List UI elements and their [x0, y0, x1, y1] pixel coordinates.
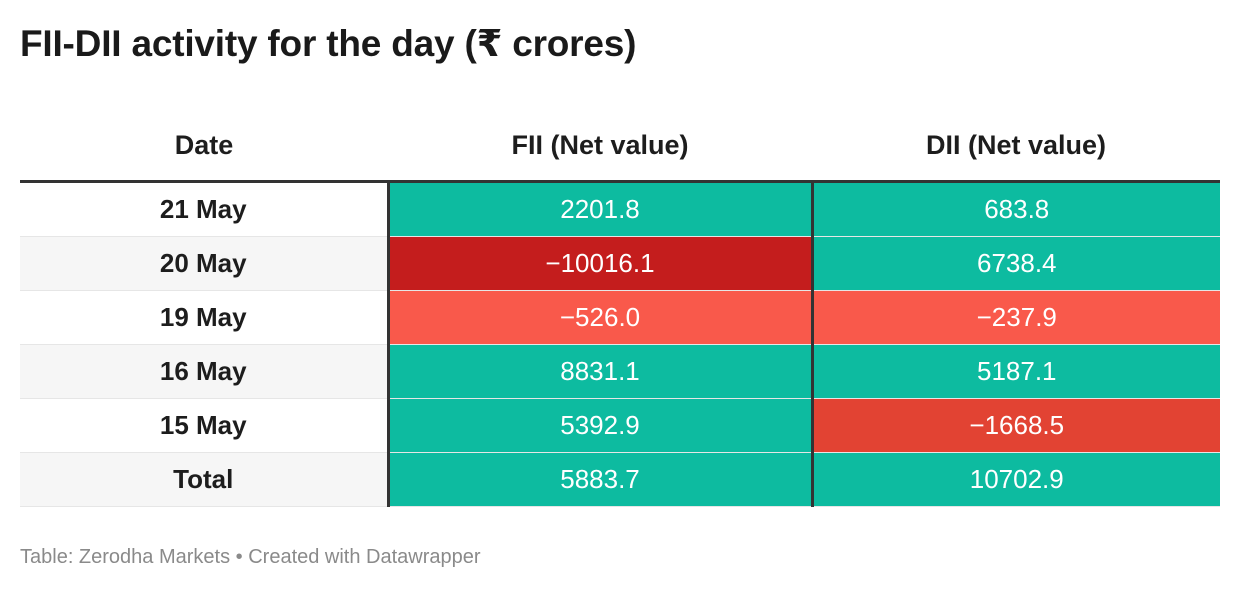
fii-value-cell: 8831.1: [388, 344, 814, 399]
date-cell: 19 May: [20, 290, 390, 345]
dii-value-cell: 10702.9: [812, 452, 1220, 507]
table-row: 20 May −10016.1 6738.4: [20, 236, 1220, 291]
date-cell: 15 May: [20, 398, 390, 453]
dii-value-cell: −1668.5: [812, 398, 1220, 453]
table-row: 16 May 8831.1 5187.1: [20, 344, 1220, 399]
dii-value-cell: −237.9: [812, 290, 1220, 345]
fii-dii-table: Date FII (Net value) DII (Net value) 21 …: [20, 110, 1220, 507]
table-body: 21 May 2201.8 683.8 20 May −10016.1 6738.4 19 …: [20, 181, 1220, 507]
table-row: 15 May 5392.9 −1668.5: [20, 398, 1220, 453]
table-row: Total 5883.7 10702.9: [20, 452, 1220, 507]
fii-value-cell: −526.0: [388, 290, 814, 345]
source-footer: Table: Zerodha Markets • Created with Da…: [20, 546, 481, 568]
dii-value-cell: 5187.1: [812, 344, 1220, 399]
dii-value-cell: 6738.4: [812, 236, 1220, 291]
fii-value-cell: 5392.9: [388, 398, 814, 453]
dii-value-cell: 683.8: [812, 181, 1220, 237]
fii-value-cell: 2201.8: [388, 181, 814, 237]
table-header-row: Date FII (Net value) DII (Net value): [20, 110, 1220, 183]
fii-value-cell: 5883.7: [388, 452, 814, 507]
date-cell: Total: [20, 452, 390, 507]
table-row: 19 May −526.0 −237.9: [20, 290, 1220, 345]
table-row: 21 May 2201.8 683.8: [20, 181, 1220, 237]
column-header-dii[interactable]: DII (Net value): [812, 110, 1220, 183]
column-header-date[interactable]: Date: [20, 110, 388, 183]
date-cell: 20 May: [20, 236, 390, 291]
page-title: FII-DII activity for the day (₹ crores): [20, 23, 637, 64]
date-cell: 16 May: [20, 344, 390, 399]
column-header-fii[interactable]: FII (Net value): [388, 110, 812, 183]
fii-value-cell: −10016.1: [388, 236, 814, 291]
date-cell: 21 May: [20, 181, 390, 237]
